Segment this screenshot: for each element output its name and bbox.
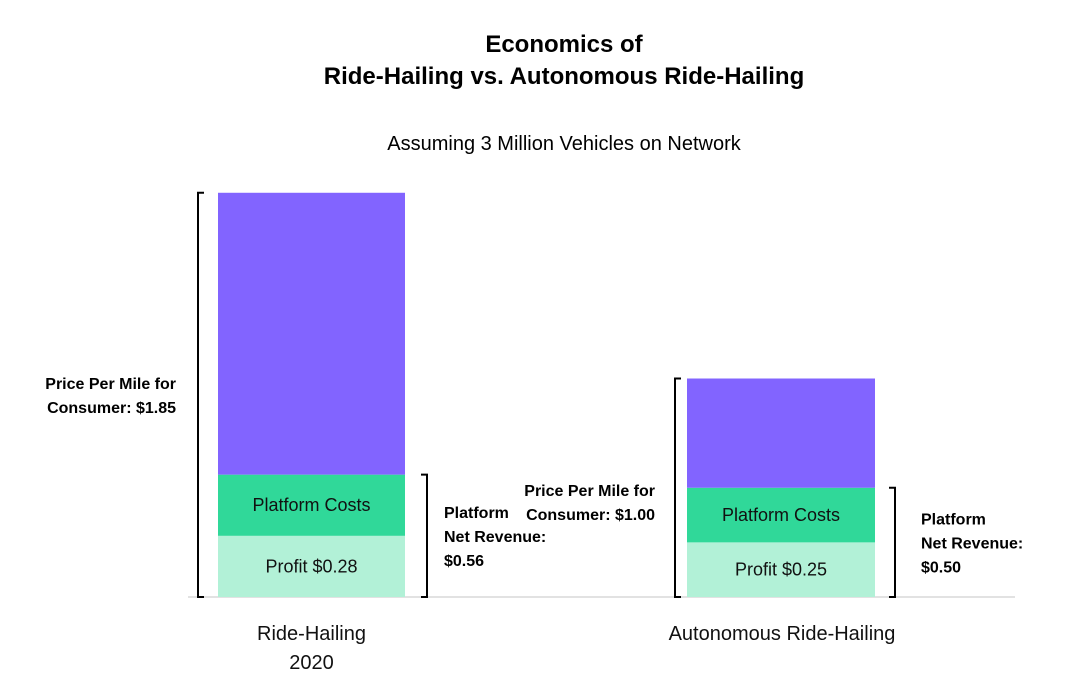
category-label: Ride-Hailing [257, 623, 366, 645]
price-bracket [197, 191, 204, 598]
price-label: Consumer: $1.85 [47, 400, 176, 417]
bar-segment-other [218, 192, 405, 475]
chart-subtitle: Assuming 3 Million Vehicles on Network [387, 133, 741, 155]
revenue-label: Platform [921, 511, 986, 528]
revenue-label: Net Revenue: [444, 529, 546, 546]
chart-title-line-2: Ride-Hailing vs. Autonomous Ride-Hailing [323, 63, 805, 90]
revenue-label: $0.50 [921, 559, 961, 576]
price-label: Price Per Mile for [45, 376, 176, 393]
bar-segment-platform_costs [687, 487, 875, 543]
bar-segment-platform_costs [218, 474, 405, 536]
revenue-label: $0.56 [444, 553, 484, 570]
segment-label: Platform Costs [252, 495, 370, 515]
bar-segment-profit [218, 535, 405, 597]
bar-segment-other [687, 378, 875, 488]
segment-label: Profit $0.25 [735, 560, 827, 580]
price-label: Consumer: $1.00 [526, 507, 655, 524]
price-label: Price Per Mile for [524, 483, 655, 500]
chart-title-line-1: Economics of [485, 31, 643, 58]
revenue-label: Platform [444, 505, 509, 522]
category-label: Autonomous Ride-Hailing [669, 623, 896, 645]
revenue-bracket [889, 486, 896, 598]
revenue-label: Net Revenue: [921, 535, 1023, 552]
bar-segment-profit [687, 542, 875, 597]
segment-label: Platform Costs [722, 505, 840, 525]
segment-label: Profit $0.28 [265, 556, 357, 576]
price-bracket [674, 377, 681, 598]
revenue-bracket [421, 473, 428, 598]
category-label: 2020 [289, 652, 334, 674]
